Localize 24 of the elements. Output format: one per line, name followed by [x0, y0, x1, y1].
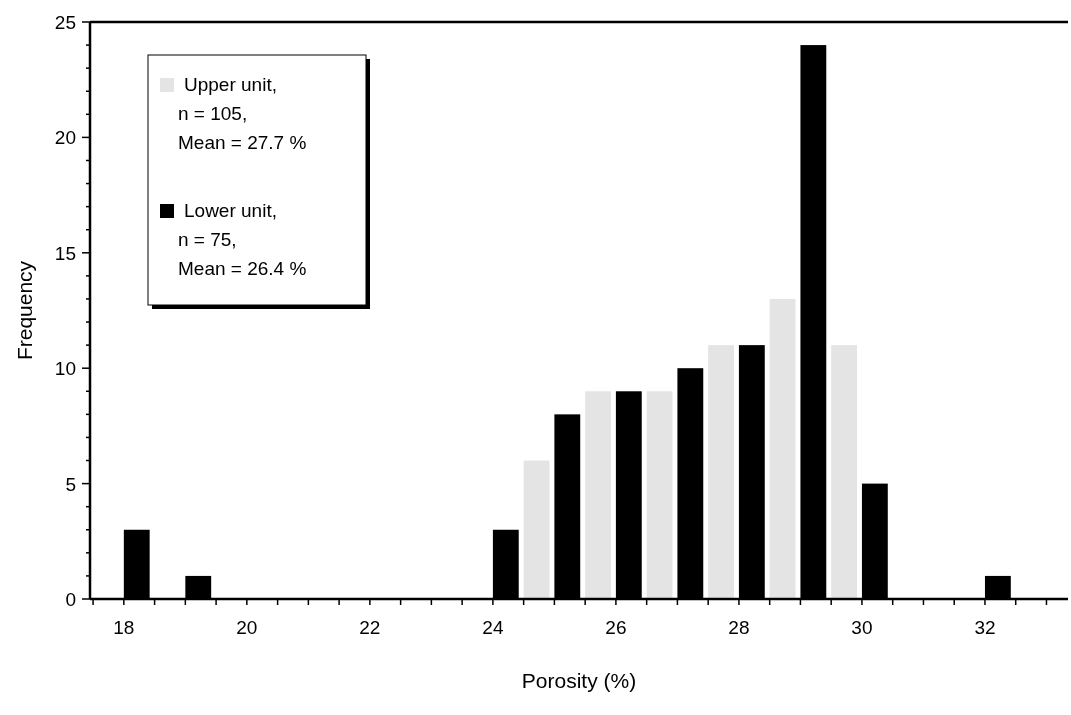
x-tick-label: 32	[974, 617, 996, 638]
x-tick-label: 28	[728, 617, 750, 638]
y-axis-title: Frequency	[13, 260, 36, 361]
bar	[646, 391, 673, 599]
bar	[585, 391, 611, 599]
y-tick-label: 25	[54, 12, 76, 33]
x-tick-label: 24	[482, 617, 504, 638]
x-tick-label: 22	[359, 617, 381, 638]
legend-label: Lower unit, n = 75, Mean = 26.4 %	[178, 200, 307, 279]
y-tick-label: 5	[65, 473, 76, 495]
y-tick-label: 15	[54, 242, 76, 264]
x-tick-label: 30	[851, 617, 873, 638]
y-tick-label: 10	[54, 358, 76, 380]
y-tick-label: 20	[54, 127, 76, 149]
x-axis-title: Porosity (%)	[521, 669, 637, 692]
x-tick-label: 20	[236, 617, 258, 638]
bar	[523, 460, 550, 599]
bar	[769, 298, 796, 599]
bar	[708, 345, 734, 599]
x-tick-label: 18	[113, 617, 135, 638]
legend-label: Upper unit, n = 105, Mean = 27.7 %	[178, 74, 307, 153]
y-tick-label: 0	[65, 589, 76, 610]
bar	[831, 345, 858, 599]
x-tick-label: 26	[605, 617, 627, 638]
